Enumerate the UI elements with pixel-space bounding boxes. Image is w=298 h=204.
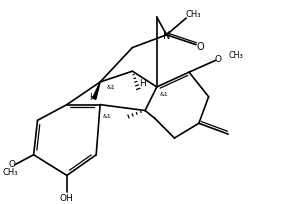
Text: &1: &1 <box>107 84 116 90</box>
Text: H: H <box>139 79 145 88</box>
Text: N: N <box>163 31 170 41</box>
Text: OH: OH <box>60 193 74 202</box>
Text: H: H <box>89 93 96 102</box>
Text: CH₃: CH₃ <box>228 51 243 60</box>
Text: O: O <box>9 159 15 168</box>
Text: CH₃: CH₃ <box>2 167 18 176</box>
Polygon shape <box>93 83 100 100</box>
Text: &1: &1 <box>103 114 112 119</box>
Text: &1: &1 <box>160 91 168 96</box>
Text: O: O <box>197 41 205 51</box>
Text: CH₃: CH₃ <box>185 10 201 19</box>
Text: O: O <box>215 55 222 64</box>
